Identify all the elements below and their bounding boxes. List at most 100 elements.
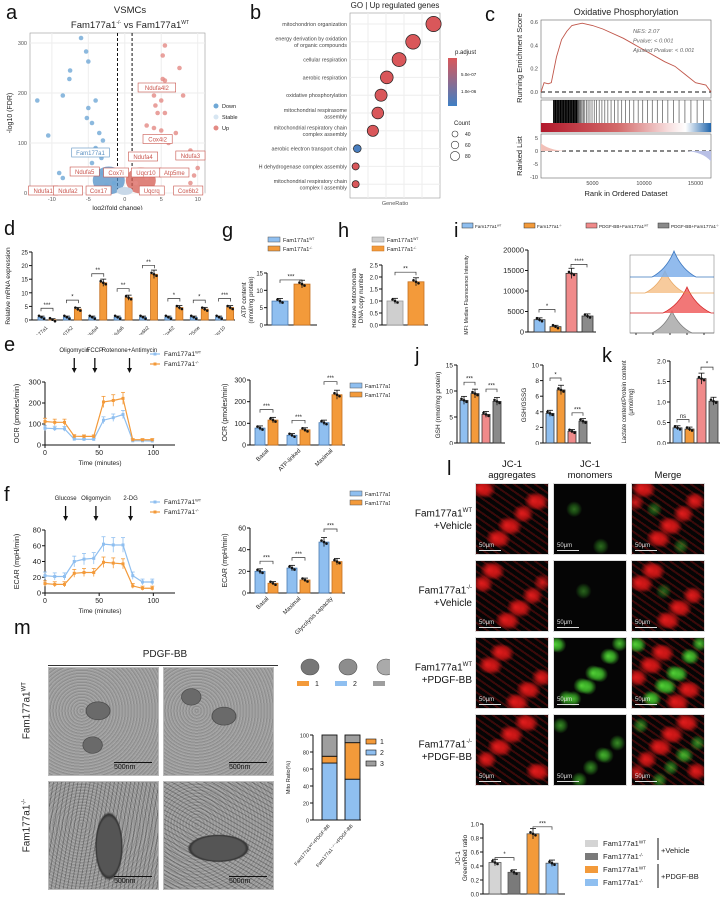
svg-text:Atp5me: Atp5me [164,171,185,177]
panel-label-k: k [602,345,612,368]
svg-text:0.4: 0.4 [471,865,480,871]
svg-text:NES: 2.07: NES: 2.07 [633,29,660,35]
svg-text:Fam177a1WT: Fam177a1WT [164,498,202,506]
scale-bar: 50μm [479,774,501,782]
svg-text:Time (minutes): Time (minutes) [78,460,121,467]
panel-m-mito-ratio: 123020406080100Fam177a1ᵂᵀ+PDGF-BBFam177a… [280,655,390,897]
jc1-column-label: Merge [631,470,705,481]
panel-label-g: g [222,220,233,243]
svg-text:Uqcr10: Uqcr10 [136,171,156,177]
scale-bar: 500nm [229,762,267,771]
svg-text:H dehydrogenase complex assemb: H dehydrogenase complex assembly [259,164,348,170]
svg-text:Rank in Ordered Dataset: Rank in Ordered Dataset [585,189,669,198]
svg-text:JC-1: JC-1 [455,851,462,865]
svg-text:***: *** [466,377,474,383]
svg-text:Fam177a1-/-: Fam177a1-/- [164,508,199,516]
scale-bar: 500nm [229,876,267,885]
svg-text:3: 3 [380,761,384,768]
svg-text:60: 60 [465,143,471,149]
panel-label-d: d [4,218,15,241]
svg-text:15: 15 [256,272,263,278]
svg-text:50: 50 [95,450,103,457]
svg-text:ATP-linked: ATP-linked [278,448,303,473]
svg-text:200: 200 [234,399,246,406]
svg-text:4: 4 [535,409,539,416]
svg-text:300: 300 [18,41,27,47]
svg-text:0.0: 0.0 [370,324,379,330]
svg-text:2.5: 2.5 [370,264,379,270]
svg-text:0: 0 [449,441,453,446]
svg-text:*: * [546,304,549,310]
svg-text:Fam177a1WT: Fam177a1WT [603,839,646,848]
svg-text:0.0: 0.0 [657,441,666,446]
svg-text:Stable: Stable [222,115,238,121]
svg-text:Down: Down [222,104,236,110]
svg-text:Ndufa1: Ndufa1 [33,189,53,195]
svg-text:60: 60 [33,541,41,550]
scale-bar: 50μm [635,620,657,628]
svg-text:***: *** [263,556,271,562]
jc1-monomers-image: 50μm [553,560,627,632]
svg-text:15000: 15000 [503,266,524,275]
svg-text:Ndufa6: Ndufa6 [110,325,126,335]
svg-text:Oligomycin: Oligomycin [59,348,89,354]
svg-text:****: **** [574,259,584,265]
svg-text:0: 0 [535,441,539,446]
svg-text:100: 100 [18,141,27,147]
svg-text:-10: -10 [48,197,56,203]
svg-text:40: 40 [303,785,309,791]
svg-text:*: * [71,295,74,301]
jc1-column-label: JC-1 aggregates [475,459,549,481]
panel-label-h: h [338,220,349,243]
scale-bar: 50μm [557,620,579,628]
svg-text:5: 5 [25,305,29,311]
svg-text:300: 300 [234,378,246,385]
svg-text:10: 10 [446,389,454,396]
svg-text:1.5: 1.5 [370,288,379,294]
svg-text:PDGF-BB+Fam177a1-/-: PDGF-BB+Fam177a1-/- [671,223,719,229]
svg-text:Oxidative Phosphorylation: Oxidative Phosphorylation [574,7,679,17]
svg-text:0: 0 [43,450,47,457]
svg-text:Fam177a1WT: Fam177a1WT [387,237,418,244]
jc1-aggregates-image: 50μm [475,483,549,555]
svg-text:Cox17: Cox17 [90,189,108,195]
svg-text:0.0: 0.0 [530,90,538,96]
svg-text:2-DG: 2-DG [123,496,138,502]
svg-text:Cox6b2: Cox6b2 [178,189,199,195]
scale-bar: 50μm [479,543,501,551]
svg-text:100: 100 [300,734,309,740]
svg-text:Uqcr10: Uqcr10 [211,325,227,335]
svg-text:20: 20 [238,569,246,576]
scale-bar: 50μm [479,697,501,705]
svg-text:80: 80 [303,751,309,757]
svg-text:5000: 5000 [586,181,598,187]
svg-text:0: 0 [123,197,126,203]
svg-text:Cox4i2: Cox4i2 [161,325,176,335]
tem-micrograph: 500nm [163,781,274,890]
svg-text:Fam177a1: Fam177a1 [76,151,105,157]
svg-text:mitochondrial respiratory chai: mitochondrial respiratory chain [274,179,347,185]
lactate-bar-chart: 0.00.51.01.52.0ns*Lactate content/Protei… [620,340,722,445]
svg-text:complex I assembly: complex I assembly [300,185,348,191]
svg-text:ECAR (mpH/min): ECAR (mpH/min) [12,534,21,590]
jc1-row-label: Fam177a1WT+PDGF-BB [380,659,472,687]
svg-text:15: 15 [446,363,454,370]
svg-text:Fam177a1WT: Fam177a1WT [283,237,314,244]
svg-text:Maximal: Maximal [314,448,334,468]
svg-text:cellular respiration: cellular respiration [303,58,347,64]
svg-text:0: 0 [306,819,309,825]
svg-text:0.4: 0.4 [530,43,538,49]
svg-text:50: 50 [95,598,103,605]
svg-text:PDGF-BB+Fam177a1WT: PDGF-BB+Fam177a1WT [599,223,649,229]
jc1-merge-image: 50μm [631,637,705,709]
svg-text:10: 10 [21,291,28,297]
svg-text:20: 20 [21,264,28,270]
